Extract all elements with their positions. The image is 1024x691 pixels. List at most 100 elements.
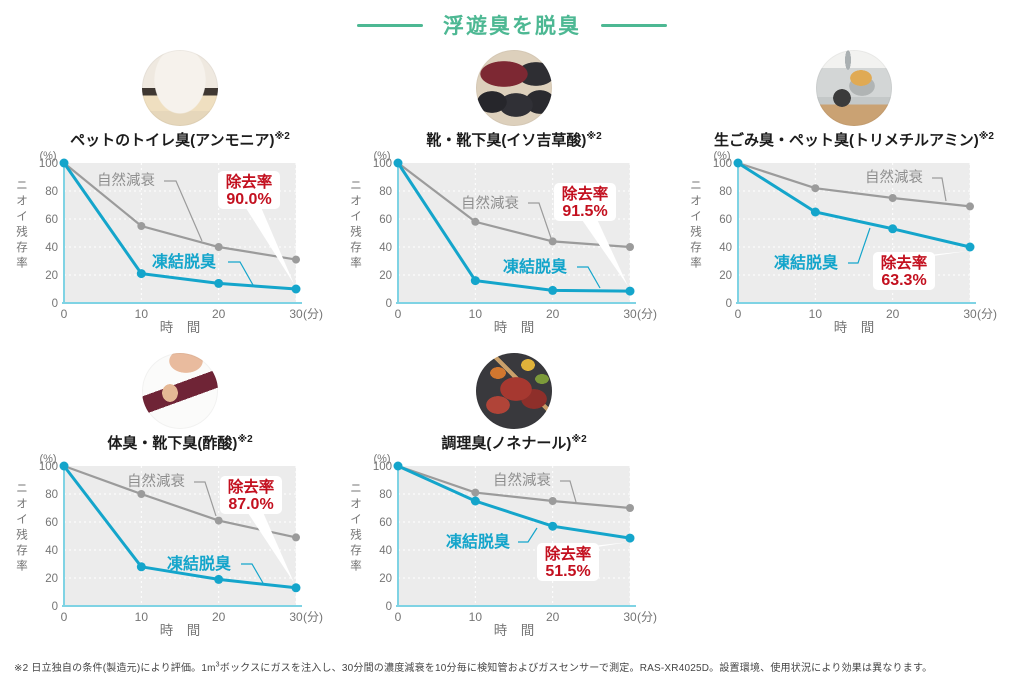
y-axis-title-char: ニ [16,180,28,192]
y-axis-title-char: 存 [350,543,362,557]
natural-callout-line [560,480,577,503]
x-tick-label: 20 [212,610,226,624]
removal-rate-title: 除去率 [545,544,592,563]
natural-decay-label: 自然減衰 [461,195,519,212]
cat-litter-photo [142,50,218,126]
odor-chart-block: 靴・靴下臭(イソ吉草酸)※2 自然減衰 凍結脱臭 除去率 91.5% 0 20 40 60 80… [340,50,666,333]
y-tick-label: 20 [719,270,732,282]
y-tick-label: 40 [45,545,58,557]
x-tick-label: 30 [963,307,977,321]
freeze-deodorize-line [62,465,297,590]
chart-title: 調理臭(ノネナール)※2 [340,432,666,453]
removal-rate-tail [244,205,294,284]
y-tick-label: 100 [39,461,58,473]
y-tick-label: 80 [45,489,58,501]
garbage-sink-photo [816,50,892,126]
freeze-point [136,562,146,572]
freeze-deodorize-line [737,161,971,249]
chart-title: 生ごみ臭・ペット臭(トリメチルアミン)※2 [680,129,1006,150]
natural-decay-line [397,162,631,249]
y-axis-title-char: ニ [690,180,702,192]
y-tick-label: 20 [379,573,392,585]
y-tick-label: 100 [713,158,732,170]
y-tick-label: 40 [45,242,58,254]
y-tick-label: 0 [386,601,392,613]
y-tick-label: 80 [379,186,392,198]
y-tick-label: 80 [45,186,58,198]
x-unit-label: (分) [303,307,323,321]
y-axis-title-char: ニ [16,483,28,495]
removal-rate-box [218,171,280,209]
y-tick-label: 0 [386,298,392,310]
y-axis-title-char: オ [350,195,362,208]
freeze-deodorize-label: 凍結脱臭 [774,253,838,272]
freeze-point [470,496,480,506]
x-tick-label: 0 [735,307,742,321]
freeze-callout-line [577,266,601,289]
freeze-deodorize-label: 凍結脱臭 [503,257,567,276]
freeze-point [625,533,635,543]
freeze-deodorize-label: 凍結脱臭 [167,554,231,573]
natural-decay-line [63,464,297,539]
y-axis-title-char: 存 [350,240,362,254]
y-tick-label: 20 [379,270,392,282]
y-axis-title-char: イ [16,211,28,223]
y-axis-title-char: イ [350,211,362,223]
freeze-callout-line [848,227,871,264]
natural-point [471,217,480,226]
chart-title-note: ※2 [237,434,253,445]
x-unit-label: (分) [637,610,657,624]
freeze-deodorize-line [62,162,297,291]
x-axis-title: 時 間 [494,320,535,333]
x-tick-label: 20 [546,307,560,321]
y-axis-title-char: 残 [16,225,28,239]
removal-rate-value: 51.5% [545,563,590,580]
x-unit-label: (分) [303,610,323,624]
freeze-point [214,278,224,288]
y-axis-title-char: 残 [350,528,362,542]
y-tick-label: 100 [373,158,392,170]
x-tick-label: 0 [395,610,402,624]
y-tick-label: 40 [379,545,392,557]
natural-point [471,488,480,497]
chart-title: 体臭・靴下臭(酢酸)※2 [6,432,332,453]
y-axis-title-char: オ [16,195,28,208]
removal-rate-title: 除去率 [226,172,273,191]
x-tick-label: 10 [135,307,149,321]
y-axis-title-char: オ [690,195,702,208]
y-tick-label: 100 [39,158,58,170]
footnote-text: ボックスにガスを注入し、30分間の濃度減衰を10分毎に検知管およびガスセンサーで… [219,663,933,674]
y-axis-title-char: オ [350,498,362,511]
chart-title-note: ※2 [274,131,290,142]
x-axis-title: 時 間 [834,320,875,333]
removal-rate-title: 除去率 [881,253,928,272]
natural-point [548,237,557,246]
freeze-point [291,583,301,593]
freeze-point [810,207,820,217]
y-tick-label: 0 [52,601,58,613]
removal-rate-value: 90.0% [226,191,271,208]
natural-decay-label: 自然減衰 [97,172,155,189]
natural-point [137,222,146,230]
y-axis-title-char: 率 [690,256,702,270]
freeze-point [59,158,69,168]
removal-rate-value: 91.5% [562,203,607,220]
x-tick-label: 20 [886,307,900,321]
y-unit-label: (%) [39,454,56,465]
x-axis-title: 時 間 [160,320,201,333]
chart-title-note: ※2 [586,131,602,142]
x-tick-label: 20 [546,610,560,624]
odor-chart-block: 体臭・靴下臭(酢酸)※2 自然減衰 凍結脱臭 除去率 87.0% 0 20 40 60 80 10… [6,353,332,636]
odor-chart-block: 生ごみ臭・ペット臭(トリメチルアミン)※2 自然減衰 凍結脱臭 除去率 63.3% 0 2… [680,50,1006,333]
chart-title: ペットのトイレ臭(アンモニア)※2 [6,129,332,150]
freeze-callout-line [241,563,264,584]
y-axis-title-char: 率 [16,256,28,270]
y-tick-label: 60 [45,517,58,529]
x-tick-label: 10 [469,307,483,321]
removal-rate-title: 除去率 [562,184,609,203]
x-tick-label: 30 [623,307,637,321]
